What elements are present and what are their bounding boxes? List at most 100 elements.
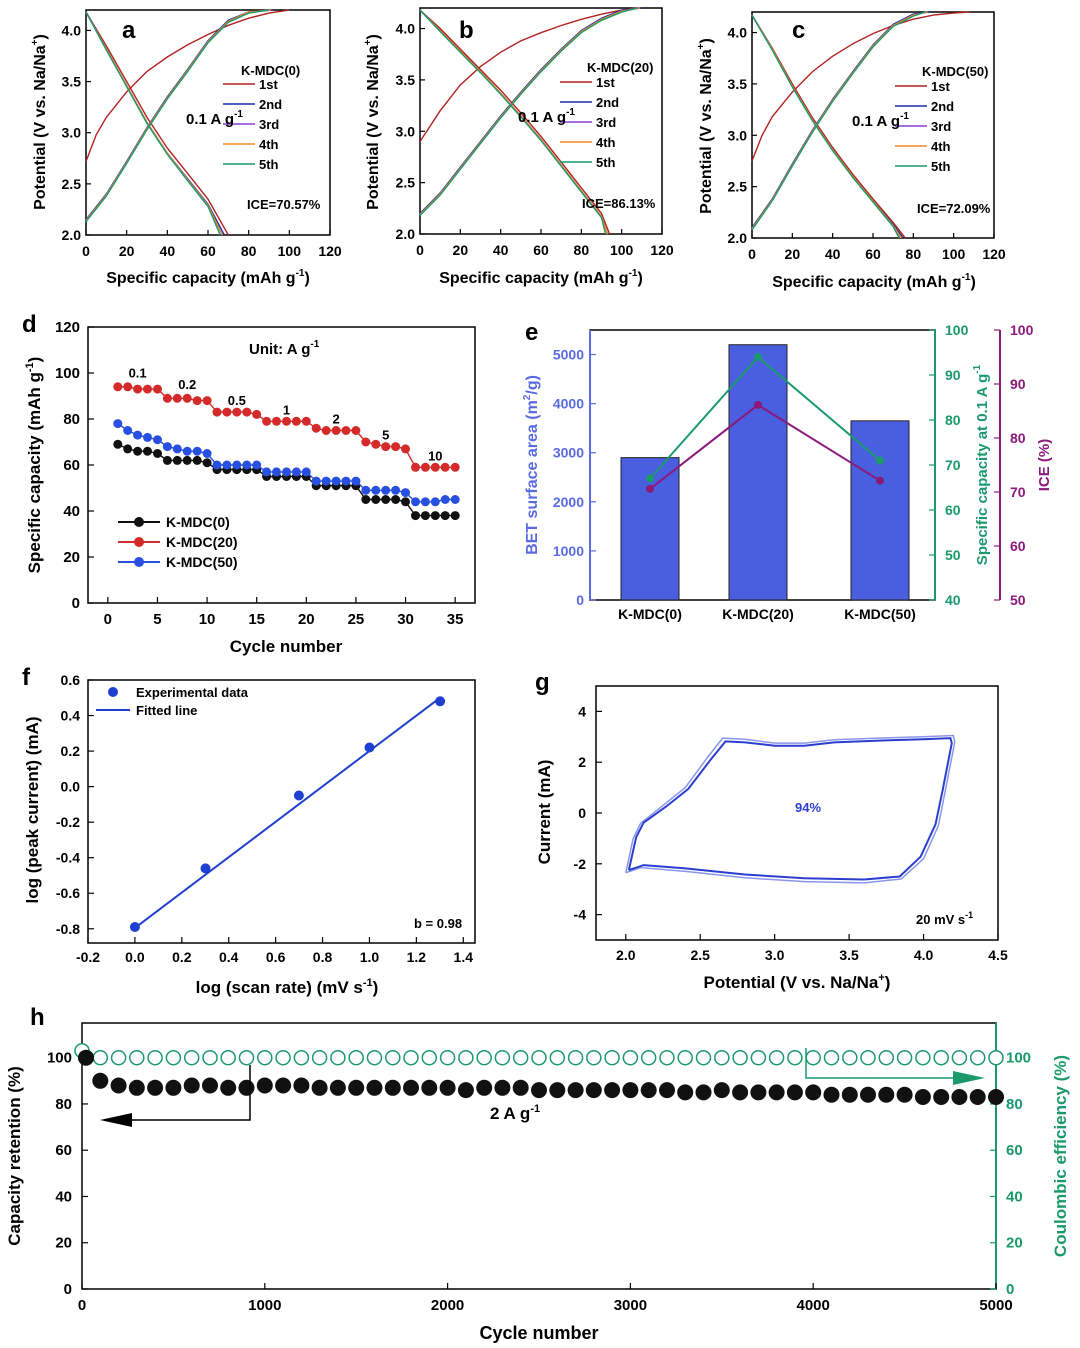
- data-point-K-MDC(0): [192, 455, 202, 465]
- data-point-K-MDC(0): [361, 495, 371, 504]
- legend-marker-kmdc50: [134, 557, 144, 567]
- panel-b-legend-title: K-MDC(20): [587, 60, 653, 75]
- x-tick-label: 80: [906, 246, 922, 262]
- data-point-K-MDC(0): [440, 511, 450, 521]
- panel-e-mid-label-sup: -1: [972, 364, 983, 373]
- x-tick-label: 5: [153, 611, 161, 628]
- data-point-K-MDC(20): [162, 393, 172, 403]
- right-tick-label: 80: [1010, 430, 1026, 446]
- data-point-K-MDC(20): [311, 423, 321, 433]
- retention-point: [147, 1079, 164, 1096]
- retention-point: [110, 1077, 127, 1094]
- data-point-K-MDC(50): [153, 435, 162, 445]
- panel-label-e: e: [525, 319, 538, 346]
- y-tick-label: 3.0: [62, 125, 82, 141]
- panel-h-ticks: 0 1000 2000 3000 4000 50000204060801000204060…: [47, 1050, 1031, 1314]
- panel-f-xlabel-sup: -1: [363, 977, 373, 989]
- panel-f-xlabel-end: ): [373, 978, 379, 997]
- x-tick-label: 0.6: [266, 949, 286, 965]
- data-point-K-MDC(50): [282, 467, 291, 477]
- rate-label: 1: [283, 402, 290, 417]
- data-point-K-MDC(20): [301, 416, 311, 426]
- data-point-K-MDC(0): [371, 495, 381, 504]
- curve-1st-charge: [419, 7, 636, 142]
- y-tick-label: -4: [574, 907, 587, 923]
- panel-c-rate-text: 0.1 A g: [852, 113, 900, 130]
- data-point-K-MDC(50): [222, 460, 232, 470]
- panel-h: 0 1000 2000 3000 4000 50000204060801000204060…: [5, 1022, 1070, 1343]
- ce-point: [586, 1049, 602, 1066]
- y-tick-label: 2: [578, 754, 586, 770]
- curve-5th-charge: [85, 9, 270, 223]
- ce-point: [494, 1049, 511, 1066]
- curve-1st-charge: [85, 9, 290, 162]
- ce-point: [549, 1049, 566, 1066]
- ce-point: [110, 1049, 127, 1066]
- data-point-K-MDC(20): [232, 407, 242, 417]
- panel-d-points: [113, 382, 460, 521]
- panel-d-xlabel: Cycle number: [230, 637, 343, 656]
- ce-point: [860, 1049, 876, 1066]
- y-tick-label: -2: [574, 856, 587, 872]
- panel-label-h: h: [30, 1004, 45, 1031]
- data-point-K-MDC(0): [113, 439, 123, 449]
- fitted-line: [134, 696, 441, 929]
- x-tick-label: 25: [348, 611, 365, 628]
- y-tick-label: 20: [63, 549, 80, 566]
- legend-label-3rd: 3rd: [596, 115, 616, 130]
- retention-point: [969, 1089, 986, 1105]
- retention-point: [750, 1084, 767, 1101]
- left-tick-label: 80: [55, 1096, 72, 1113]
- data-point-K-MDC(50): [440, 495, 450, 504]
- data-point-K-MDC(0): [143, 446, 152, 456]
- data-point-K-MDC(20): [282, 416, 291, 426]
- data-point: [293, 790, 304, 801]
- panel-g-rate-sup: -1: [965, 910, 973, 920]
- right-tick-label: 100: [1006, 1050, 1031, 1067]
- panel-e-lines: [646, 353, 884, 493]
- y-tick-label: 0: [578, 805, 586, 821]
- data-point-K-MDC(20): [113, 382, 123, 392]
- data-point-K-MDC(20): [361, 437, 371, 447]
- legend-marker-kmdc0: [134, 517, 144, 527]
- x-tick-label: 60: [865, 246, 881, 262]
- panel-d-unit-text: Unit: A g: [249, 341, 310, 358]
- data-point: [200, 863, 211, 874]
- panel-e: 0 1000 2000 3000 4000 5000 40 50 60 70 80 90 100 50 60…: [522, 322, 1053, 622]
- panel-g-xlabel-sup: +: [878, 972, 884, 984]
- y-tick-label: 3.0: [396, 123, 416, 139]
- data-point-K-MDC(20): [411, 462, 420, 472]
- data-point-K-MDC(20): [401, 444, 410, 454]
- panel-f: -0.2 0.0 0.2 0.4 0.6 0.8 1.0 1.2 1.4 -0.8 -0.6 -0.4…: [23, 672, 476, 997]
- panel-g-percent: 94%: [795, 800, 821, 815]
- x-tick-label: 120: [982, 246, 1006, 262]
- panel-g-plot: [625, 734, 956, 884]
- curve-5th-charge: [751, 11, 926, 231]
- y-tick-label: 120: [55, 319, 80, 336]
- x-tick-label: 1.4: [454, 949, 474, 965]
- retention-point: [713, 1082, 730, 1099]
- y-tick-label: 3.5: [728, 76, 748, 92]
- ce-point: [750, 1049, 767, 1066]
- x-tick-label: 20: [785, 246, 801, 262]
- panel-g-ylabel: Current (mA): [535, 760, 554, 865]
- retention-point: [604, 1082, 621, 1099]
- x-tick-label: 4.5: [988, 947, 1008, 963]
- x-tick-label: 3000: [614, 1297, 647, 1314]
- cv-loop-outer: [625, 734, 956, 884]
- legend-label-kmdc0: K-MDC(0): [166, 514, 230, 530]
- data-point-K-MDC(20): [242, 407, 252, 417]
- data-point-K-MDC(20): [291, 416, 301, 426]
- panel-c-xlabel: Specific capacity (mAh g-1): [772, 272, 976, 291]
- panel-d-ylabel-main: Specific capacity (mAh g: [25, 372, 44, 573]
- x-tick-label: 0.2: [172, 949, 192, 965]
- legend-label-5th: 5th: [931, 159, 951, 174]
- right-axis-arrow: [805, 1048, 965, 1079]
- y-tick-label: 4.0: [396, 21, 416, 37]
- retention-point: [366, 1079, 383, 1096]
- panel-label-f: f: [22, 664, 31, 691]
- ce-point: [969, 1049, 986, 1066]
- x-tick-label: 100: [610, 242, 634, 258]
- bar-K-MDC(20): [728, 344, 788, 601]
